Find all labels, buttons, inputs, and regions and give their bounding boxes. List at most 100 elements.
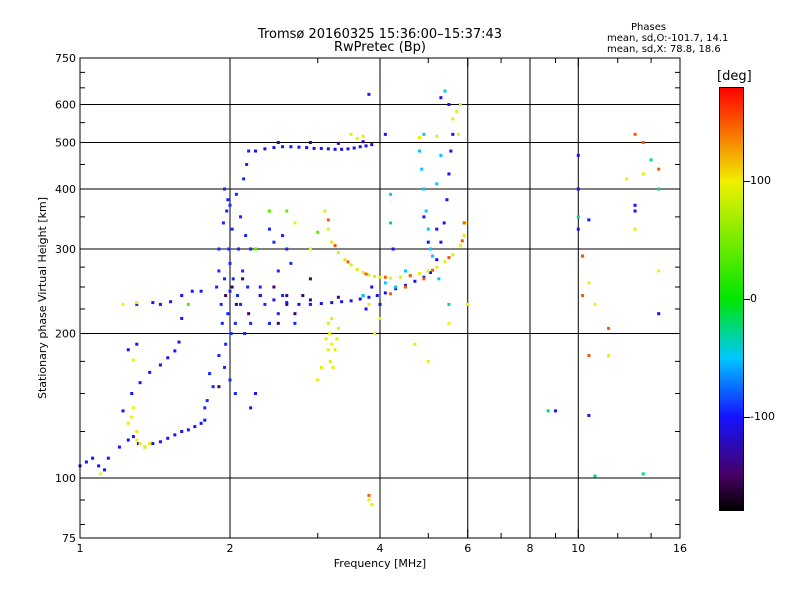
data-point [439, 153, 443, 157]
data-point [117, 445, 121, 449]
data-point [103, 468, 107, 472]
data-point [211, 385, 215, 389]
data-point [370, 285, 374, 289]
data-point [208, 372, 212, 376]
data-point [576, 227, 580, 231]
data-point [276, 321, 280, 325]
data-point [223, 187, 227, 191]
data-point [336, 295, 340, 299]
data-point [233, 392, 237, 396]
data-point [449, 149, 453, 153]
data-point [227, 247, 231, 251]
data-point [581, 254, 585, 258]
data-point [587, 413, 591, 417]
data-point [576, 187, 580, 191]
data-point [312, 146, 316, 150]
data-point [587, 218, 591, 222]
data-point [258, 294, 262, 298]
data-point [226, 312, 230, 316]
data-point [253, 247, 257, 251]
data-point [435, 227, 439, 231]
data-point [657, 187, 661, 191]
data-point [361, 294, 365, 298]
data-point [158, 363, 162, 367]
data-point [239, 215, 243, 219]
data-point [228, 378, 232, 382]
data-point [205, 399, 209, 403]
data-point [370, 143, 374, 147]
data-point [458, 244, 462, 248]
data-point [138, 442, 142, 446]
data-point [352, 146, 356, 150]
data-point [349, 132, 353, 136]
data-point [233, 321, 237, 325]
data-point [426, 359, 430, 363]
data-point [308, 302, 312, 306]
data-point [235, 294, 239, 298]
colorbar-tick [744, 181, 750, 183]
data-point [336, 141, 340, 145]
data-point [431, 268, 435, 272]
data-points-layer [78, 89, 661, 507]
data-point [220, 321, 224, 325]
data-point [328, 359, 332, 363]
data-point [180, 430, 184, 434]
data-point [276, 269, 280, 273]
data-point [326, 147, 330, 151]
data-point [447, 321, 451, 325]
y-tick-label: 400 [55, 183, 76, 196]
data-point [422, 132, 426, 136]
data-point [324, 337, 328, 341]
data-point [244, 234, 248, 238]
data-point [389, 221, 393, 225]
data-point [247, 312, 251, 316]
data-point [383, 132, 387, 136]
data-point [226, 198, 230, 202]
data-point [245, 162, 249, 166]
data-point [151, 301, 155, 305]
data-point [343, 258, 347, 262]
data-point [373, 274, 377, 278]
data-point [223, 277, 227, 281]
y-tick-label: 750 [55, 52, 76, 65]
data-point [217, 385, 221, 389]
data-point [249, 321, 253, 325]
data-point [367, 302, 371, 306]
data-point [285, 247, 289, 251]
data-point [633, 132, 637, 136]
y-tick-label: 300 [55, 243, 76, 256]
data-point [346, 260, 350, 264]
data-point [135, 342, 139, 346]
data-point [308, 277, 312, 281]
data-point [131, 358, 135, 362]
data-point [394, 287, 398, 291]
x-tick-label: 16 [673, 542, 687, 555]
data-point [186, 302, 190, 306]
data-point [180, 294, 184, 298]
data-point [413, 342, 417, 346]
data-point [462, 221, 466, 225]
data-point [581, 294, 585, 298]
data-point [316, 378, 320, 382]
data-point [173, 433, 177, 437]
data-point [253, 149, 257, 153]
data-point [130, 392, 134, 396]
data-point [293, 312, 297, 316]
phase-stats-ordinary: mean, sd,O:-101.7, 14.1 [607, 33, 729, 44]
data-point [346, 147, 350, 151]
data-point [247, 149, 251, 153]
data-point [464, 221, 468, 225]
data-point [319, 365, 323, 369]
data-point [633, 203, 637, 207]
data-point [281, 145, 285, 149]
data-point [443, 89, 447, 93]
data-point [236, 247, 240, 251]
data-point [293, 221, 297, 225]
data-point [435, 182, 439, 186]
grid-layer [80, 58, 680, 538]
data-point [308, 247, 312, 251]
data-point [451, 253, 455, 257]
data-point [229, 332, 233, 336]
data-point [281, 234, 285, 238]
data-point [126, 348, 130, 352]
